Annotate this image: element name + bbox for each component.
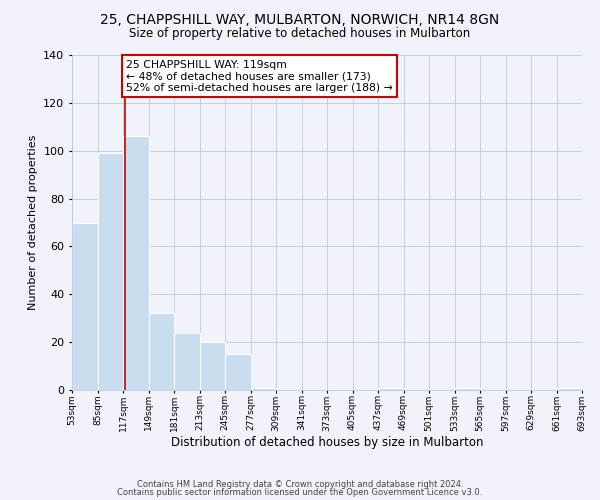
Bar <box>97 153 123 390</box>
Bar <box>123 136 149 390</box>
Y-axis label: Number of detached properties: Number of detached properties <box>28 135 38 310</box>
Bar <box>378 388 404 390</box>
Bar <box>251 388 276 390</box>
Text: 25 CHAPPSHILL WAY: 119sqm
← 48% of detached houses are smaller (173)
52% of semi: 25 CHAPPSHILL WAY: 119sqm ← 48% of detac… <box>126 60 393 93</box>
Bar <box>174 332 199 390</box>
Bar <box>557 388 582 390</box>
Text: 25, CHAPPSHILL WAY, MULBARTON, NORWICH, NR14 8GN: 25, CHAPPSHILL WAY, MULBARTON, NORWICH, … <box>100 12 500 26</box>
Bar <box>455 388 480 390</box>
X-axis label: Distribution of detached houses by size in Mulbarton: Distribution of detached houses by size … <box>171 436 483 449</box>
Bar <box>72 222 97 390</box>
Bar <box>225 354 251 390</box>
Text: Contains public sector information licensed under the Open Government Licence v3: Contains public sector information licen… <box>118 488 482 497</box>
Text: Size of property relative to detached houses in Mulbarton: Size of property relative to detached ho… <box>130 28 470 40</box>
Bar <box>149 314 174 390</box>
Text: Contains HM Land Registry data © Crown copyright and database right 2024.: Contains HM Land Registry data © Crown c… <box>137 480 463 489</box>
Bar <box>199 342 225 390</box>
